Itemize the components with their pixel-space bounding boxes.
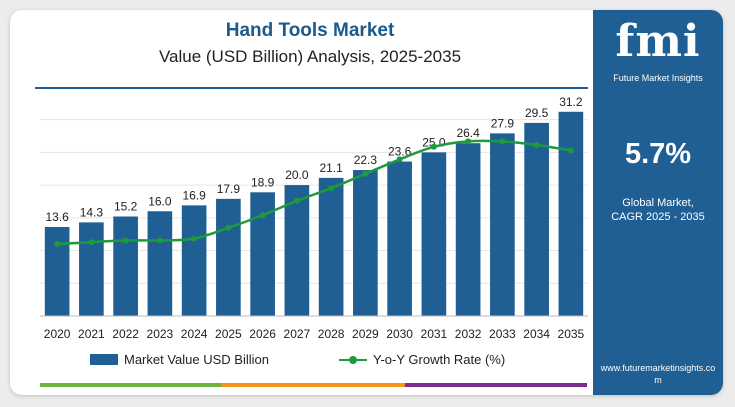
bar-value-label: 14.3 bbox=[80, 205, 104, 219]
bar-value-label: 23.6 bbox=[388, 145, 412, 159]
x-tick-label: 2023 bbox=[147, 327, 174, 341]
growth-rate-point bbox=[328, 185, 335, 192]
bar bbox=[113, 216, 138, 316]
title-divider bbox=[35, 87, 588, 89]
bar bbox=[524, 122, 549, 316]
bar bbox=[44, 226, 70, 316]
legend-line-swatch bbox=[338, 355, 367, 365]
bar-value-label: 21.1 bbox=[319, 161, 343, 175]
legend-label-market-value: Market Value USD Billion bbox=[124, 352, 269, 367]
x-tick-label: 2034 bbox=[523, 327, 550, 341]
legend-label-growth-rate: Y-o-Y Growth Rate (%) bbox=[372, 352, 506, 367]
growth-rate-point bbox=[191, 235, 198, 242]
side-panel: fmi Future Market Insights 5.7% Global M… bbox=[593, 10, 723, 395]
bar-value-label: 26.4 bbox=[456, 126, 480, 140]
bar-value-label: 15.2 bbox=[114, 200, 138, 214]
bar-value-label: 18.9 bbox=[251, 175, 275, 189]
cagr-value: 5.7% bbox=[624, 138, 692, 170]
x-tick-label: 2025 bbox=[215, 327, 242, 341]
growth-rate-line bbox=[57, 139, 572, 246]
x-tick-label: 2030 bbox=[386, 327, 413, 341]
chart-title: Hand Tools Market bbox=[225, 20, 395, 41]
bar-value-label: 16.0 bbox=[148, 194, 172, 208]
bar bbox=[455, 143, 481, 316]
growth-rate-point bbox=[396, 156, 403, 163]
x-tick-label: 2022 bbox=[112, 327, 139, 341]
growth-rate-point bbox=[362, 170, 369, 177]
chart-plot: 13.6 2020 14.3 2021 15.2 2022 16.0 2023 16.9 2024… bbox=[40, 95, 588, 341]
cagr-label: Global Market, CAGR 2025 - 2035 bbox=[593, 196, 723, 224]
bar-value-label: 31.2 bbox=[559, 95, 583, 109]
bar bbox=[318, 177, 344, 316]
gradient-segment bbox=[404, 383, 587, 387]
bar-value-label: 22.3 bbox=[354, 153, 378, 167]
bar bbox=[79, 222, 104, 316]
website-link[interactable]: www.futuremarketinsights.com bbox=[600, 363, 716, 385]
cagr-label-line2: CAGR 2025 - 2035 bbox=[611, 211, 705, 223]
bar-value-label: 27.9 bbox=[491, 116, 515, 130]
legend-bar-swatch bbox=[90, 354, 118, 365]
x-tick-label: 2028 bbox=[318, 327, 345, 341]
x-tick-label: 2031 bbox=[421, 327, 448, 341]
bar bbox=[284, 185, 310, 316]
growth-rate-point bbox=[430, 143, 437, 150]
bar bbox=[181, 205, 207, 316]
chart-card: Hand Tools Market Value (USD Billion) An… bbox=[10, 10, 723, 395]
x-tick-label: 2021 bbox=[78, 327, 105, 341]
bar-value-label: 13.6 bbox=[45, 210, 69, 224]
chart-subtitle: Value (USD Billion) Analysis, 2025-2035 bbox=[158, 47, 462, 66]
bar bbox=[147, 211, 173, 316]
legend-item-market-value: Market Value USD Billion bbox=[90, 352, 269, 367]
growth-rate-point bbox=[259, 212, 266, 219]
x-tick-label: 2020 bbox=[44, 327, 71, 341]
bar bbox=[558, 111, 584, 316]
growth-rate-point bbox=[54, 241, 61, 247]
x-tick-label: 2032 bbox=[455, 327, 482, 341]
bar-value-label: 16.9 bbox=[182, 188, 206, 202]
bar-value-label: 17.9 bbox=[217, 182, 241, 196]
logo-subtitle: Future Market Insights bbox=[613, 73, 703, 83]
bar-value-label: 20.0 bbox=[285, 168, 309, 182]
bottom-gradient-bar bbox=[40, 383, 587, 387]
bar bbox=[353, 170, 378, 316]
legend-item-growth-rate: Y-o-Y Growth Rate (%) bbox=[338, 352, 506, 367]
gradient-segment bbox=[222, 383, 405, 387]
growth-rate-point bbox=[225, 224, 232, 231]
bar bbox=[421, 152, 447, 316]
x-tick-label: 2035 bbox=[558, 327, 585, 341]
growth-rate-point bbox=[122, 237, 129, 244]
growth-rate-point bbox=[499, 138, 506, 145]
fmi-logo: fmi bbox=[615, 16, 701, 67]
growth-rate-point bbox=[465, 138, 472, 145]
bar bbox=[216, 198, 241, 316]
chart-legend: Market Value USD Billion Y-o-Y Growth Ra… bbox=[90, 352, 505, 367]
x-tick-label: 2033 bbox=[489, 327, 516, 341]
x-tick-label: 2026 bbox=[249, 327, 276, 341]
bar-value-label: 29.5 bbox=[525, 106, 549, 120]
gradient-segment bbox=[40, 383, 223, 387]
growth-rate-point bbox=[156, 237, 163, 244]
x-tick-label: 2024 bbox=[181, 327, 208, 341]
x-tick-label: 2027 bbox=[284, 327, 311, 341]
x-tick-label: 2029 bbox=[352, 327, 379, 341]
cagr-label-line1: Global Market, bbox=[622, 197, 694, 209]
bar bbox=[490, 133, 515, 316]
growth-rate-point bbox=[567, 147, 574, 154]
growth-rate-point bbox=[533, 142, 540, 148]
growth-rate-point bbox=[293, 197, 300, 204]
growth-rate-point bbox=[88, 239, 95, 246]
bar bbox=[387, 161, 412, 316]
